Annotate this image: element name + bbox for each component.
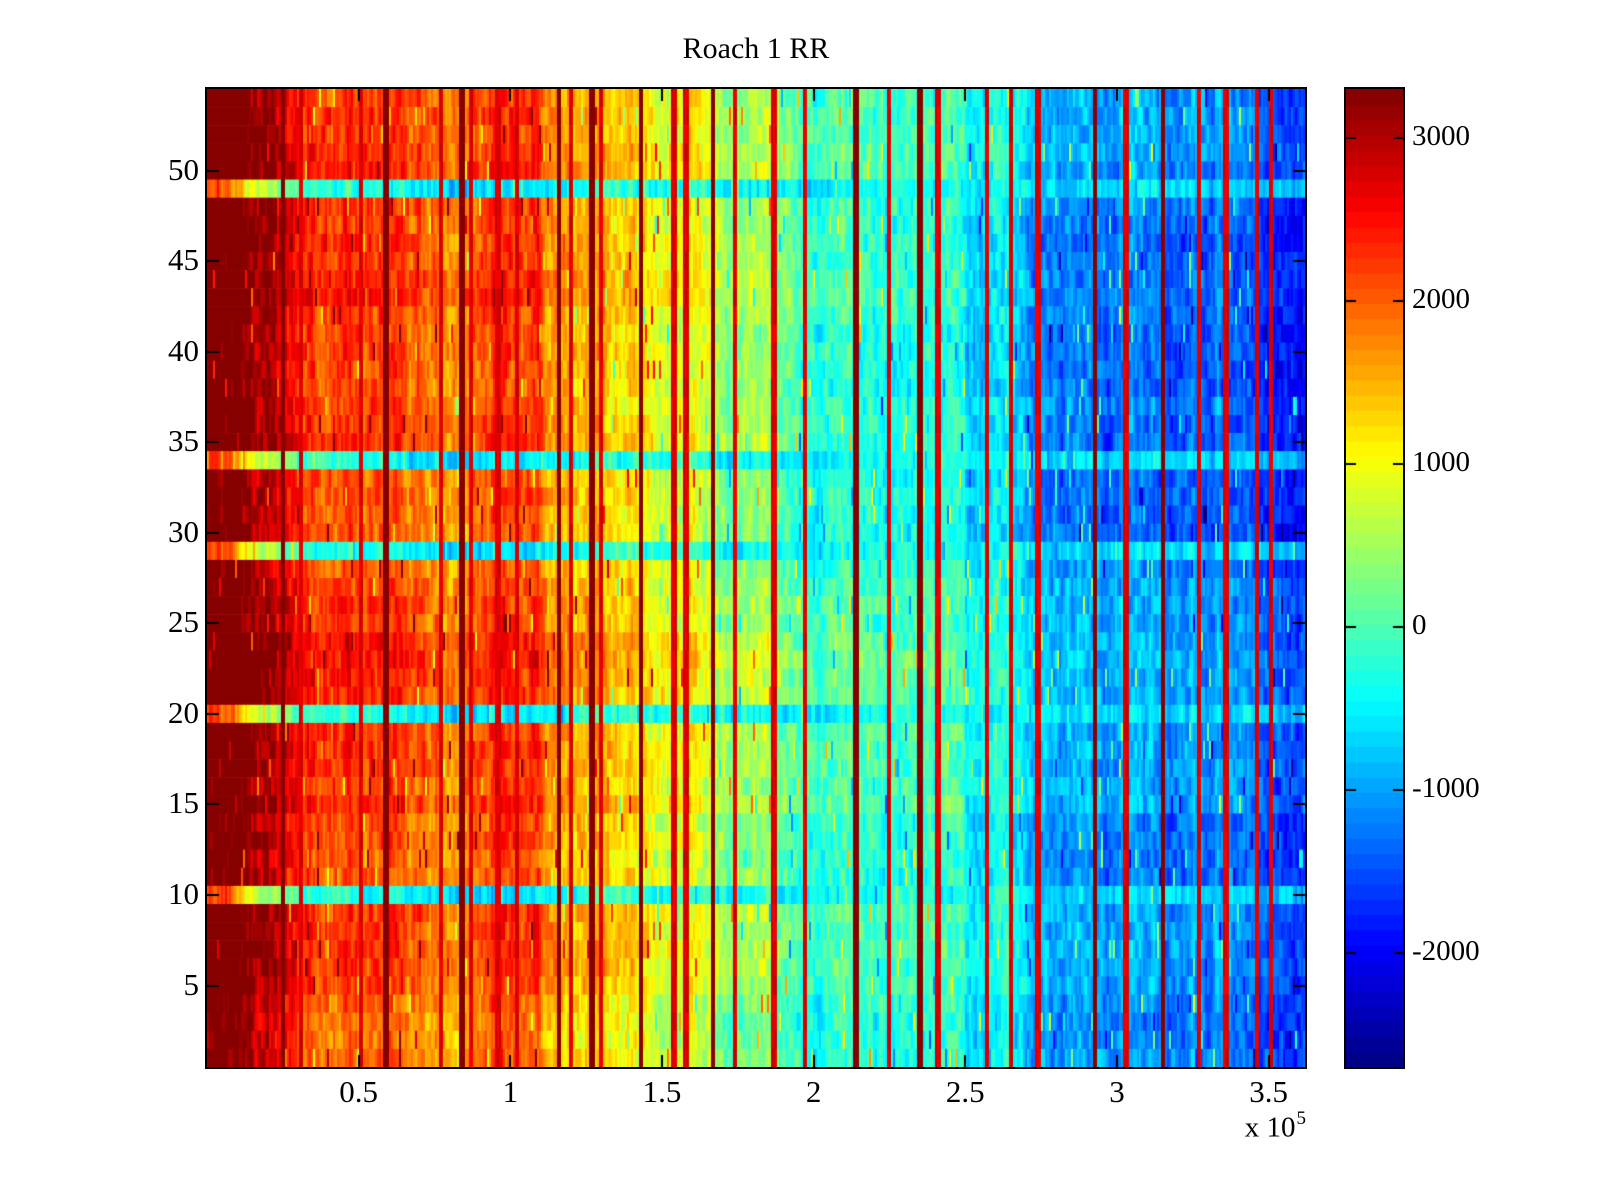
y-tick-label: 25: [168, 604, 199, 640]
x-tick-label: 1.5: [642, 1074, 682, 1109]
y-tick-label: 40: [168, 332, 199, 368]
y-tick-label: 20: [168, 694, 199, 730]
x-tick-label: 2.5: [945, 1074, 985, 1109]
chart-title: Roach 1 RR: [682, 32, 830, 65]
x-axis-exponent-label: x 105: [1145, 1108, 1307, 1145]
exponent-value: 5: [1296, 1108, 1307, 1129]
x-tick-label: 0.5: [339, 1074, 379, 1109]
y-tick-label: 35: [168, 423, 199, 459]
y-tick-label: 50: [168, 151, 199, 187]
colorbar-tick-label: 3000: [1412, 119, 1470, 152]
x-tick-label: 2: [805, 1074, 822, 1109]
colorbar-canvas: [1346, 89, 1403, 1067]
colorbar: [1344, 87, 1405, 1069]
heatmap-canvas: [207, 89, 1305, 1067]
x-tick-label: 3.5: [1249, 1074, 1288, 1109]
y-tick-label: 5: [183, 966, 200, 1002]
y-tick-label: 15: [168, 785, 199, 821]
y-tick-label: 10: [168, 875, 199, 911]
x-tick-label: 3: [1109, 1074, 1125, 1109]
colorbar-tick-label: 2000: [1412, 282, 1470, 315]
colorbar-tick-label: 1000: [1412, 445, 1470, 478]
heatmap-plot-area: [205, 87, 1307, 1069]
y-tick-label: 45: [168, 242, 199, 278]
colorbar-tick-label: 0: [1412, 608, 1427, 641]
exponent-prefix: x 10: [1244, 1111, 1296, 1144]
colorbar-tick-label: -2000: [1412, 934, 1480, 967]
colorbar-tick-label: -1000: [1412, 771, 1480, 804]
y-tick-label: 30: [168, 513, 199, 549]
x-tick-label: 1: [502, 1074, 519, 1109]
